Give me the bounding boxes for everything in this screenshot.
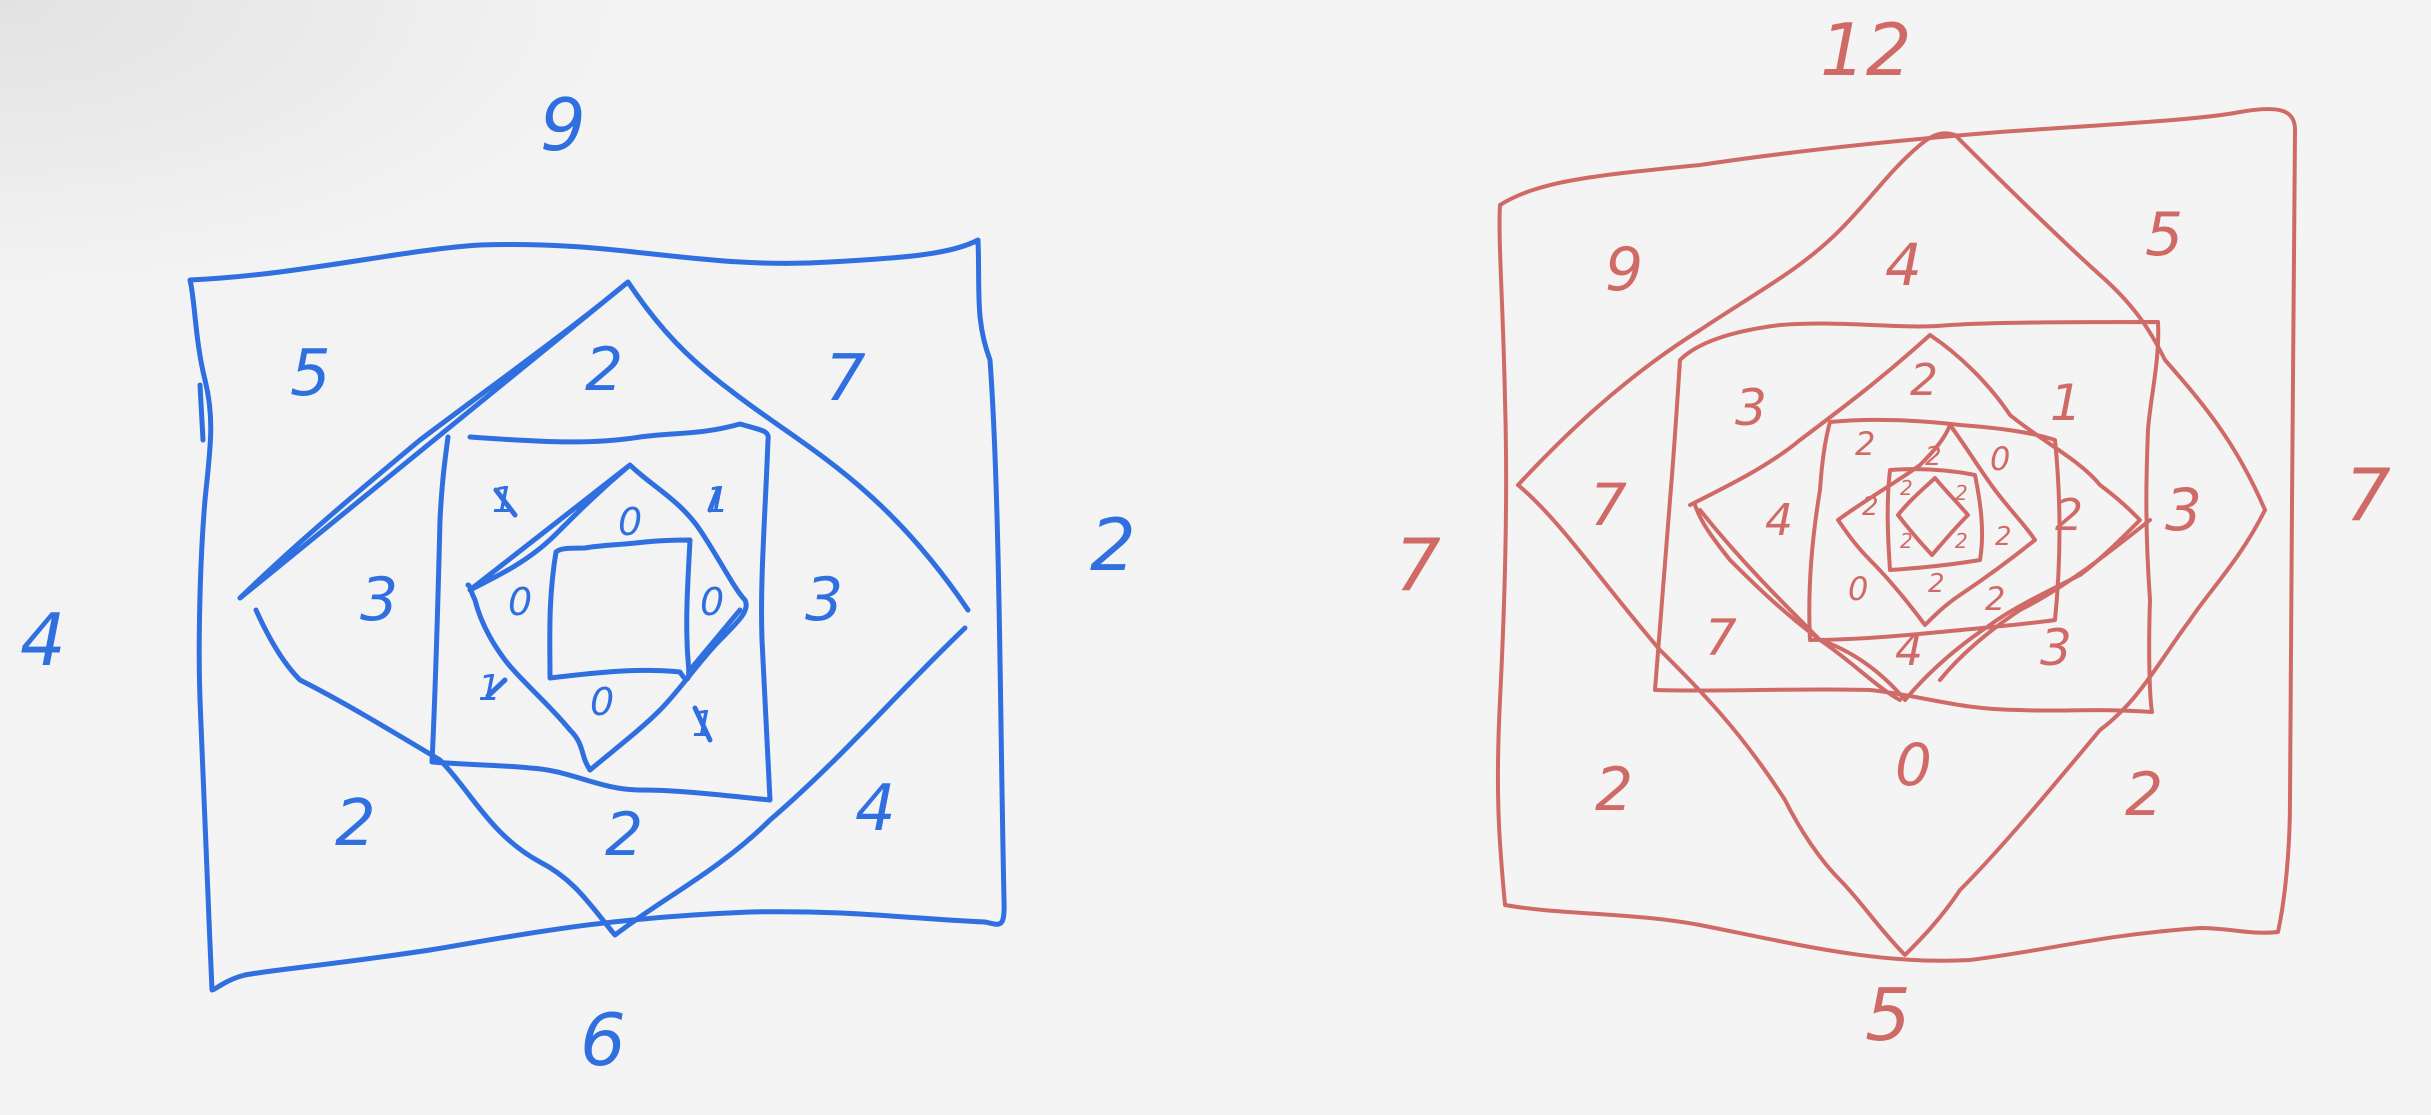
red-label-ring7-br: 2 <box>1955 529 1968 553</box>
red-label-ring5-tl: 2 <box>1855 425 1875 463</box>
red-label-ring3-tr: 1 <box>2050 374 2082 432</box>
red-label-ring1-br: 2 <box>2125 760 2163 830</box>
red-label-right: 7 <box>2345 453 2391 537</box>
red-label-ring4-bottom: 4 <box>1895 625 1923 676</box>
red-square-6 <box>1885 467 1985 572</box>
red-label-ring6-left: 2 <box>1862 492 1879 522</box>
blue-label-right: 2 <box>1090 503 1136 587</box>
blue-label-ring2-top: 2 <box>585 335 623 405</box>
blue-label-ring4-left: 0 <box>508 580 532 624</box>
red-label-bottom: 5 <box>1865 973 1911 1057</box>
blue-label-ring1-br: 4 <box>855 772 896 846</box>
red-nested-squares-figure: 12 7 7 5 9 5 2 2 4 7 3 0 3 1 7 3 2 4 2 4 <box>1395 8 2391 1057</box>
blue-label-ring4-bottom: 0 <box>590 680 614 724</box>
blue-label-ring3-tr: 1 <box>706 480 729 521</box>
blue-tick-tr <box>707 487 721 513</box>
red-label-ring1-bl: 2 <box>1595 755 1633 825</box>
blue-inner-diagonal <box>687 607 743 673</box>
blue-label-ring1-tl: 5 <box>290 337 331 411</box>
red-label-ring7-tl: 2 <box>1900 476 1913 500</box>
blue-label-left: 4 <box>20 598 66 682</box>
red-square-4 <box>1807 417 2062 642</box>
red-label-ring1-tl: 9 <box>1605 235 1643 305</box>
red-diamond-1 <box>1516 131 2267 957</box>
red-label-ring1-tr: 5 <box>2145 200 2183 270</box>
blue-label-bottom: 6 <box>580 998 626 1082</box>
blue-label-ring1-bl: 2 <box>335 787 376 861</box>
red-label-ring6-right: 2 <box>1995 522 2012 552</box>
blue-label-ring2-right: 3 <box>805 565 843 635</box>
blue-label-ring3-br: 1 <box>692 704 715 745</box>
blue-label-ring1-tr: 7 <box>825 342 866 416</box>
blue-label-ring2-left: 3 <box>360 565 398 635</box>
red-diamond-3 <box>1688 333 2142 702</box>
red-label-ring5-br: 2 <box>1985 580 2005 618</box>
red-label-left: 7 <box>1395 523 1441 607</box>
red-diagonal-right <box>1938 518 2152 682</box>
red-label-ring7-tr: 2 <box>1955 481 1968 505</box>
red-label-ring5-bl: 0 <box>1848 570 1868 608</box>
blue-tick-br <box>692 705 713 743</box>
blue-diamond-1 <box>237 279 971 938</box>
red-label-ring4-top: 2 <box>1910 355 1938 406</box>
red-label-ring4-left: 4 <box>1765 495 1793 546</box>
red-diamond-5 <box>1836 423 2037 627</box>
red-label-ring2-bottom: 0 <box>1895 731 1932 799</box>
blue-label-ring3-tl: 1 <box>492 480 515 521</box>
red-label-ring6-top: 2 <box>1925 442 1942 472</box>
blue-tick-tl <box>493 487 518 518</box>
red-label-ring3-br: 3 <box>2040 619 2072 677</box>
blue-square-4 <box>547 537 693 682</box>
red-label-ring3-bl: 7 <box>1705 609 1737 667</box>
blue-nested-squares-figure: 9 4 2 6 5 7 2 4 2 3 3 2 1 1 1 1 0 0 0 0 <box>20 83 1136 1082</box>
blue-label-top: 9 <box>540 83 586 167</box>
red-outer-square <box>1495 107 2297 963</box>
red-label-ring5-tr: 0 <box>1990 440 2010 478</box>
blue-label-ring2-bottom: 2 <box>605 800 643 870</box>
red-label-top: 12 <box>1820 8 1912 92</box>
red-label-ring6-bottom: 2 <box>1928 569 1945 599</box>
red-label-ring4-right: 2 <box>2055 490 2083 541</box>
red-diagonal-left <box>1698 508 1902 702</box>
blue-label-ring4-top: 0 <box>618 500 642 544</box>
red-label-ring3-tl: 3 <box>1735 379 1767 437</box>
blue-label-ring4-right: 0 <box>700 580 724 624</box>
red-diamond-7 <box>1896 476 1970 557</box>
blue-square-2 <box>429 421 773 803</box>
red-square-2 <box>1653 320 2161 714</box>
red-label-ring7-bl: 2 <box>1900 529 1913 553</box>
blue-outer-square <box>187 237 1007 993</box>
blue-diamond-3 <box>465 462 749 773</box>
blue-tick-bl <box>485 677 508 699</box>
red-label-ring2-top: 4 <box>1885 231 1922 299</box>
red-label-ring2-right: 3 <box>2165 476 2202 544</box>
red-label-ring2-left: 7 <box>1590 471 1627 539</box>
blue-label-ring3-bl: 1 <box>478 668 501 709</box>
blue-edge-tick <box>197 382 206 443</box>
